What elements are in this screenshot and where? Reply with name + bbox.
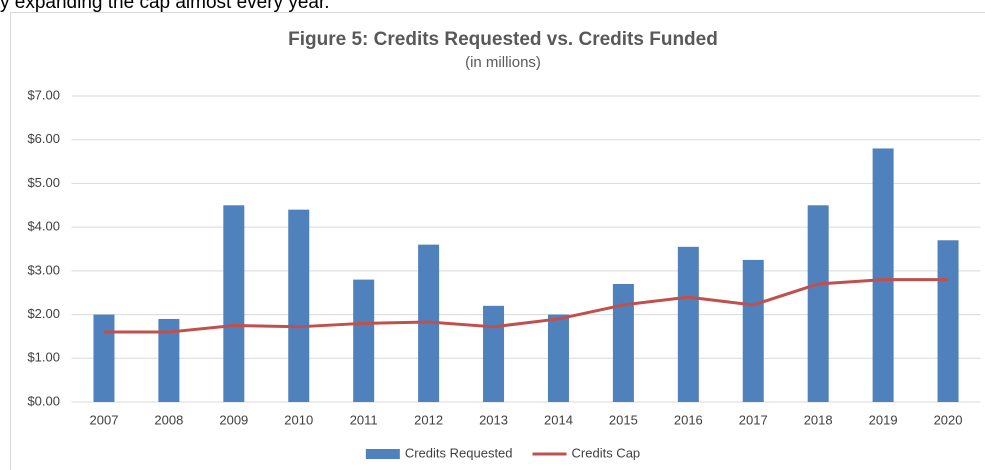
bar [158, 318, 180, 402]
y-tick-label: $7.00 [27, 87, 60, 102]
x-tick-label: 2020 [934, 412, 963, 427]
x-tick-label: 2015 [609, 412, 638, 427]
bar [677, 246, 699, 402]
y-tick-label: $0.00 [27, 393, 60, 408]
x-tick-label: 2017 [739, 412, 768, 427]
legend-label: Credits Requested [405, 445, 513, 460]
intro-text: y expanding the cap almost every year. [0, 0, 330, 13]
x-tick-label: 2008 [154, 412, 183, 427]
x-tick-label: 2013 [479, 412, 508, 427]
legend-key [365, 449, 400, 459]
x-tick-label: 2009 [219, 412, 248, 427]
y-tick-label: $4.00 [27, 219, 60, 234]
bar [937, 240, 959, 402]
y-tick-label: $5.00 [27, 175, 60, 190]
x-tick-label: 2019 [869, 412, 898, 427]
bar [353, 279, 375, 402]
bar [612, 283, 634, 402]
bar [483, 305, 505, 402]
x-tick-label: 2011 [350, 412, 378, 427]
line [103, 278, 949, 334]
y-tick-label: $1.00 [27, 350, 60, 365]
y-tick-label: $6.00 [27, 131, 60, 146]
bar [223, 205, 245, 402]
x-tick-label: 2012 [414, 412, 443, 427]
x-tick-label: 2018 [804, 412, 833, 427]
chart-subtitle: (in millions) [465, 54, 541, 71]
y-tick-label: $2.00 [27, 306, 60, 321]
bar [742, 259, 764, 402]
x-tick-label: 2016 [674, 412, 703, 427]
x-tick-label: 2010 [284, 412, 313, 427]
bar [93, 314, 115, 402]
bar [807, 205, 829, 402]
x-tick-label: 2007 [90, 412, 119, 427]
chart-title: Figure 5: Credits Requested vs. Credits … [288, 29, 718, 50]
chart-border [10, 12, 985, 470]
x-tick-label: 2014 [544, 412, 573, 427]
bar [872, 148, 894, 402]
y-tick-label: $3.00 [27, 262, 60, 277]
bar [547, 314, 569, 402]
legend-label: Credits Cap [572, 445, 641, 460]
bar [288, 209, 310, 402]
